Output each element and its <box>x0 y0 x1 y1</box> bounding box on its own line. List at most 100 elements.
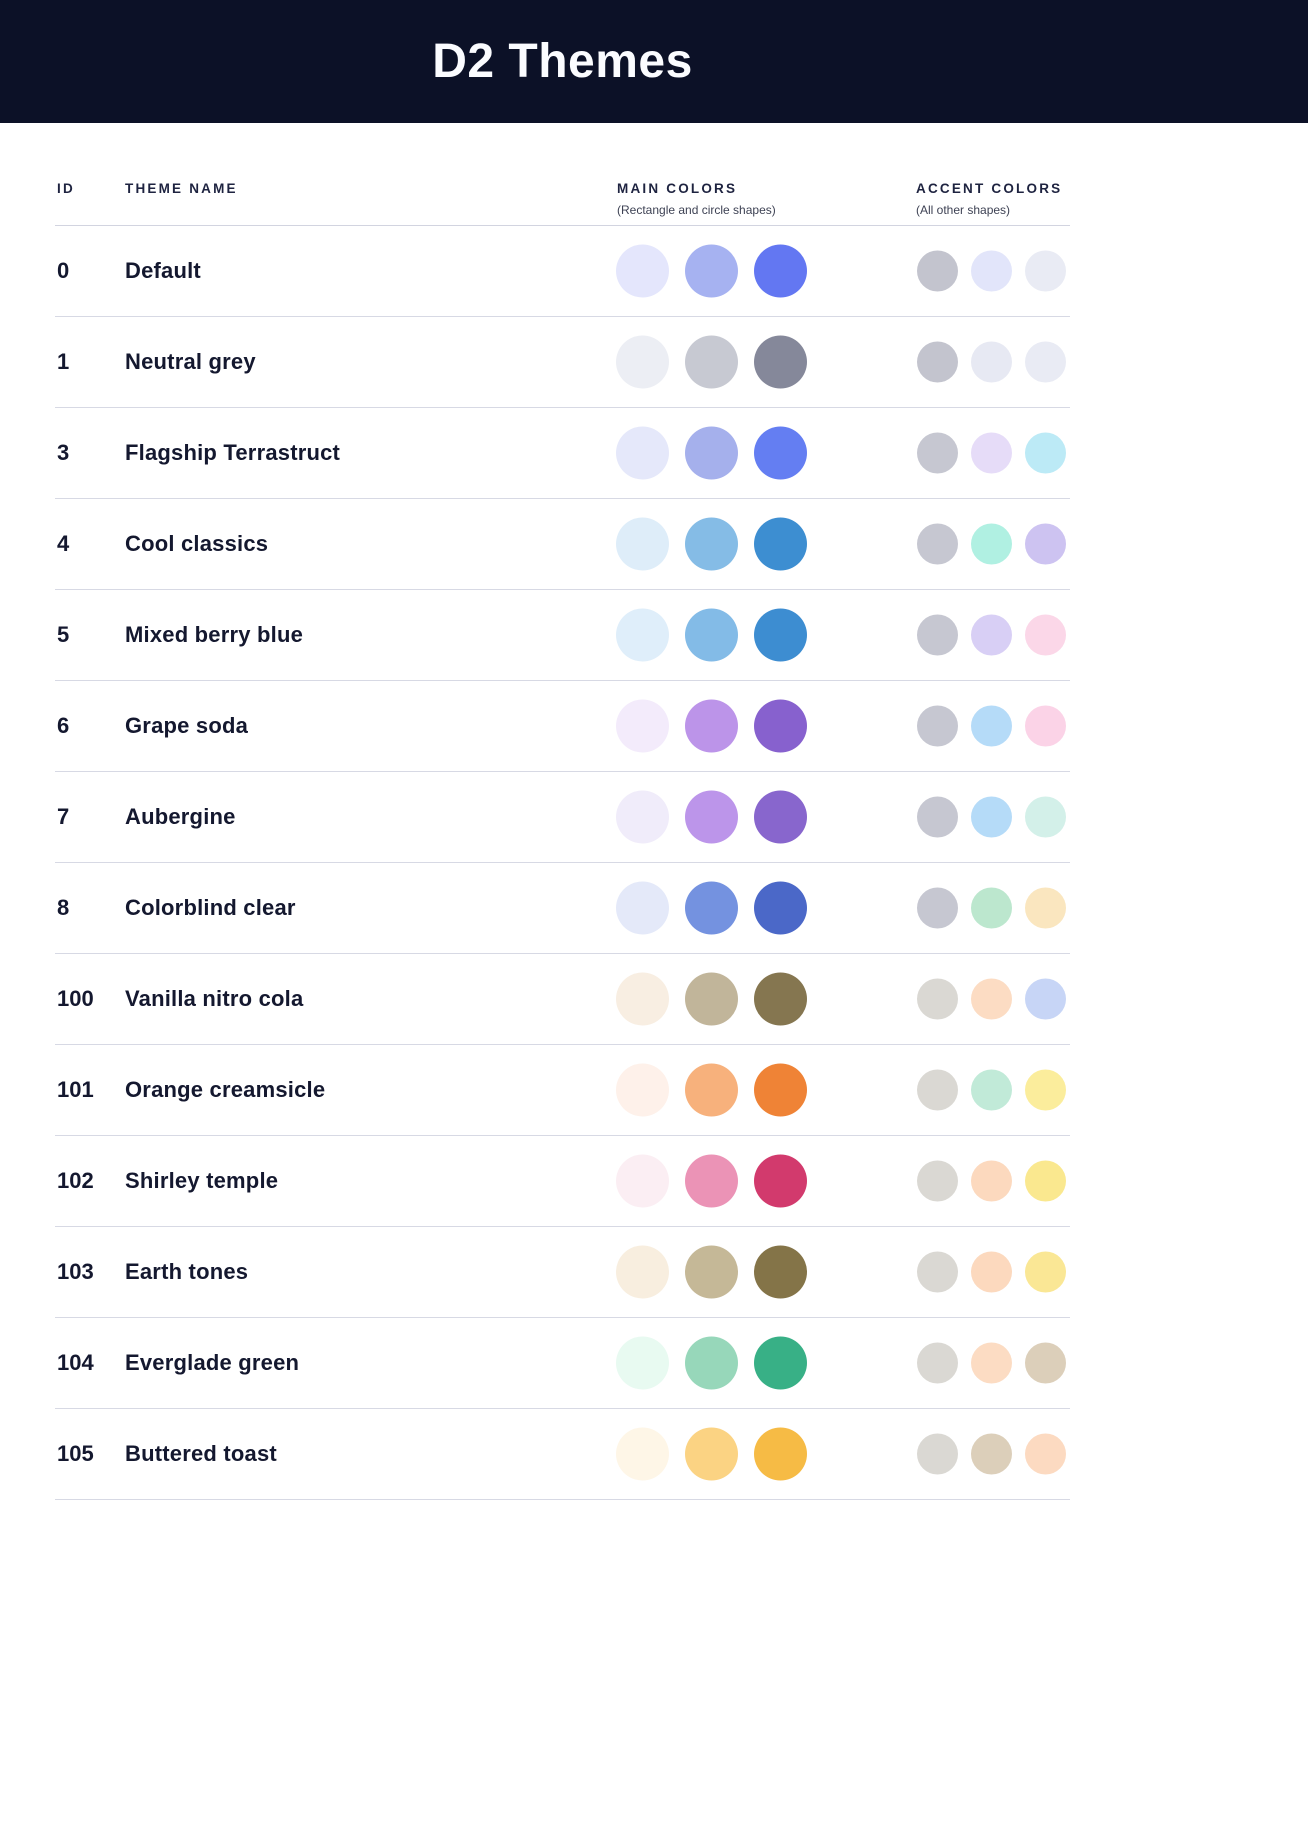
main-color-swatch-2 <box>685 335 738 389</box>
theme-row: 5 Mixed berry blue <box>55 590 1070 681</box>
main-color-swatch-1 <box>616 1427 669 1481</box>
theme-row: 101 Orange creamsicle <box>55 1045 1070 1136</box>
accent-color-swatch-1 <box>917 1251 958 1293</box>
accent-color-swatch-3 <box>1025 1069 1066 1111</box>
main-color-swatch-3 <box>754 517 807 571</box>
accent-color-swatches <box>917 887 1066 929</box>
main-color-swatch-2 <box>685 244 738 298</box>
theme-name: Default <box>125 258 201 283</box>
theme-row: 0 Default <box>55 226 1070 317</box>
accent-color-swatch-3 <box>1025 796 1066 838</box>
accent-color-swatch-1 <box>917 614 958 656</box>
accent-color-swatch-3 <box>1025 523 1066 565</box>
main-color-swatch-3 <box>754 1245 807 1299</box>
theme-id: 7 <box>57 804 70 829</box>
accent-color-swatch-1 <box>917 1160 958 1202</box>
accent-color-swatches <box>917 614 1066 656</box>
main-color-swatch-3 <box>754 426 807 480</box>
main-color-swatches <box>616 881 807 935</box>
accent-color-swatch-3 <box>1025 432 1066 474</box>
main-color-swatch-3 <box>754 1154 807 1208</box>
main-color-swatch-2 <box>685 608 738 662</box>
theme-row: 4 Cool classics <box>55 499 1070 590</box>
accent-color-swatches <box>917 432 1066 474</box>
main-color-swatch-2 <box>685 426 738 480</box>
theme-row: 1 Neutral grey <box>55 317 1070 408</box>
main-color-swatch-1 <box>616 517 669 571</box>
column-header-id: ID <box>57 181 75 196</box>
theme-name: Orange creamsicle <box>125 1077 326 1102</box>
main-color-swatch-1 <box>616 881 669 935</box>
main-color-swatch-3 <box>754 699 807 753</box>
column-header-accent: ACCENT COLORS <box>916 181 1063 196</box>
theme-row: 8 Colorblind clear <box>55 863 1070 954</box>
accent-color-swatches <box>917 1342 1066 1384</box>
accent-color-swatch-2 <box>971 432 1012 474</box>
accent-color-swatches <box>917 250 1066 292</box>
main-color-swatches <box>616 1336 807 1390</box>
accent-color-swatch-1 <box>917 705 958 747</box>
accent-color-swatch-1 <box>917 523 958 565</box>
accent-color-swatch-2 <box>971 250 1012 292</box>
main-color-swatch-1 <box>616 972 669 1026</box>
accent-color-swatch-2 <box>971 1251 1012 1293</box>
main-color-swatch-2 <box>685 1154 738 1208</box>
theme-table-body: 0 Default 1 Neutral grey 3 Flagship Terrastru… <box>55 226 1070 1500</box>
theme-id: 104 <box>57 1350 94 1375</box>
accent-color-swatch-2 <box>971 705 1012 747</box>
accent-color-swatch-2 <box>971 1069 1012 1111</box>
main-color-swatch-2 <box>685 699 738 753</box>
main-color-swatch-1 <box>616 426 669 480</box>
main-color-swatch-1 <box>616 1154 669 1208</box>
accent-color-swatches <box>917 1433 1066 1475</box>
theme-name: Buttered toast <box>125 1441 277 1466</box>
accent-color-swatch-1 <box>917 978 958 1020</box>
accent-color-swatches <box>917 1251 1066 1293</box>
theme-id: 1 <box>57 349 70 374</box>
main-color-swatches <box>616 1154 807 1208</box>
theme-name: Grape soda <box>125 713 249 738</box>
accent-color-swatch-1 <box>917 341 958 383</box>
main-color-swatch-1 <box>616 790 669 844</box>
main-color-swatch-3 <box>754 790 807 844</box>
theme-id: 101 <box>57 1077 94 1102</box>
theme-id: 102 <box>57 1168 94 1193</box>
theme-id: 103 <box>57 1259 94 1284</box>
accent-color-swatch-3 <box>1025 1342 1066 1384</box>
main-color-swatch-2 <box>685 517 738 571</box>
accent-color-swatch-2 <box>971 1160 1012 1202</box>
page-header: D2 Themes <box>0 0 1308 123</box>
main-color-swatch-2 <box>685 790 738 844</box>
column-subheader-accent: (All other shapes) <box>916 203 1011 217</box>
theme-name: Aubergine <box>125 804 236 829</box>
accent-color-swatch-1 <box>917 1069 958 1111</box>
main-color-swatch-3 <box>754 1063 807 1117</box>
accent-color-swatch-2 <box>971 887 1012 929</box>
theme-id: 8 <box>57 895 70 920</box>
main-color-swatches <box>616 244 807 298</box>
theme-row: 105 Buttered toast <box>55 1409 1070 1500</box>
accent-color-swatches <box>917 1160 1066 1202</box>
theme-row: 6 Grape soda <box>55 681 1070 772</box>
main-color-swatches <box>616 1063 807 1117</box>
accent-color-swatch-2 <box>971 614 1012 656</box>
theme-name: Earth tones <box>125 1259 249 1284</box>
column-subheader-main: (Rectangle and circle shapes) <box>617 203 776 217</box>
accent-color-swatch-2 <box>971 1433 1012 1475</box>
main-color-swatch-1 <box>616 335 669 389</box>
accent-color-swatch-3 <box>1025 341 1066 383</box>
main-color-swatches <box>616 699 807 753</box>
theme-name: Flagship Terrastruct <box>125 440 341 465</box>
theme-id: 5 <box>57 622 70 647</box>
theme-row: 3 Flagship Terrastruct <box>55 408 1070 499</box>
main-color-swatches <box>616 790 807 844</box>
main-color-swatches <box>616 1427 807 1481</box>
page-header-inner: D2 Themes <box>55 0 1070 123</box>
theme-row: 7 Aubergine <box>55 772 1070 863</box>
theme-name: Neutral grey <box>125 349 256 374</box>
main-color-swatches <box>616 1245 807 1299</box>
main-color-swatch-3 <box>754 335 807 389</box>
accent-color-swatch-1 <box>917 887 958 929</box>
main-color-swatch-3 <box>754 972 807 1026</box>
theme-row: 102 Shirley temple <box>55 1136 1070 1227</box>
